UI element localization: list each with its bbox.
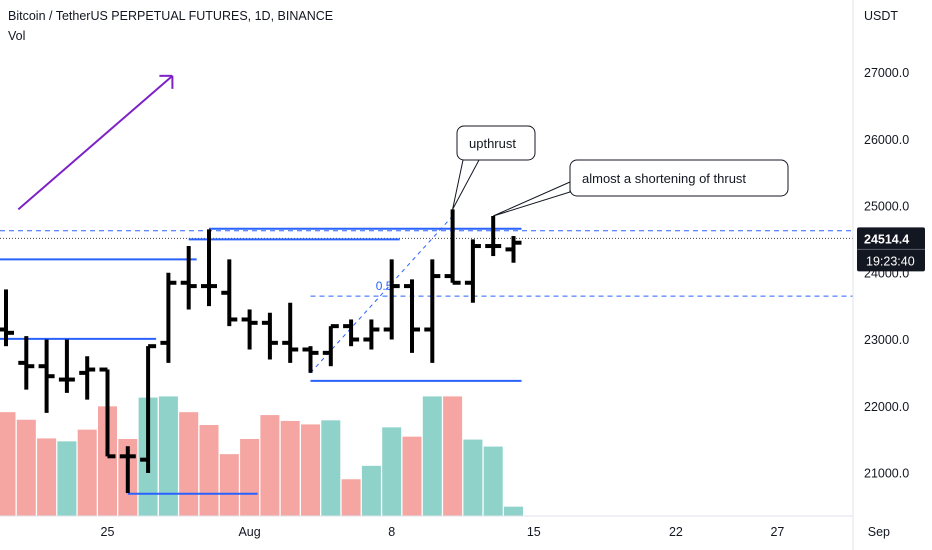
- ohlc-bar[interactable]: [38, 339, 55, 413]
- ohlc-bar[interactable]: [99, 367, 116, 459]
- ohlc-bar[interactable]: [282, 302, 299, 363]
- ohlc-bar[interactable]: [464, 239, 481, 303]
- ohlc-bar[interactable]: [444, 209, 461, 285]
- volume-bar: [37, 438, 57, 516]
- time-tick-label: 8: [388, 525, 395, 539]
- drawing-layer: 0.5: [0, 215, 853, 495]
- ohlc-bar[interactable]: [343, 319, 360, 347]
- ohlc-bar[interactable]: [18, 336, 35, 390]
- ohlc-bar[interactable]: [119, 446, 136, 494]
- volume-bar: [504, 506, 523, 516]
- trend-arrow[interactable]: [17, 74, 174, 211]
- ohlc-bars-layer: [0, 209, 522, 494]
- volume-bar: [199, 425, 219, 516]
- fib-level-label: 0.5: [376, 279, 393, 293]
- ohlc-bar[interactable]: [201, 229, 217, 307]
- callout[interactable]: upthrust: [452, 125, 536, 210]
- time-axis[interactable]: 25 Aug 8 15 22 27 Sep: [101, 525, 891, 539]
- volume-indicator-label[interactable]: Vol: [8, 29, 26, 43]
- ohlc-bar[interactable]: [383, 259, 400, 340]
- ohlc-bar[interactable]: [58, 339, 75, 393]
- time-tick-label: 22: [669, 525, 683, 539]
- ohlc-bar[interactable]: [180, 246, 197, 310]
- volume-bar: [16, 419, 36, 516]
- volume-bar: [260, 415, 280, 516]
- price-tick-label: 21000.0: [864, 467, 909, 481]
- time-tick-label: Aug: [238, 525, 260, 539]
- time-tick-label: 15: [527, 525, 541, 539]
- price-tick-label: 22000.0: [864, 400, 909, 414]
- volume-bar: [422, 396, 442, 516]
- volume-bar: [158, 396, 178, 516]
- ohlc-bar[interactable]: [485, 216, 502, 257]
- volume-bar: [402, 436, 422, 516]
- volume-bar: [301, 424, 320, 516]
- volume-bar: [240, 439, 260, 516]
- ohlc-bar[interactable]: [160, 272, 177, 363]
- fib-trend-line[interactable]: [310, 215, 453, 374]
- callout[interactable]: almost a shortening of thrust: [492, 159, 789, 217]
- ohlc-bar[interactable]: [221, 259, 238, 327]
- volume-bar: [280, 420, 300, 516]
- callout-text: almost a shortening of thrust: [582, 171, 746, 186]
- ohlc-bar[interactable]: [404, 279, 420, 353]
- ohlc-bar[interactable]: [302, 346, 319, 373]
- time-tick-label: 25: [101, 525, 115, 539]
- volume-bar: [179, 412, 199, 516]
- ohlc-bar[interactable]: [322, 324, 339, 367]
- currency-label: USDT: [864, 9, 899, 23]
- ohlc-bar[interactable]: [79, 356, 96, 400]
- time-tick-label: 27: [770, 525, 784, 539]
- current-price-value: 24514.4: [864, 232, 909, 246]
- price-tick-label: 26000.0: [864, 133, 909, 147]
- ohlc-bar[interactable]: [140, 344, 157, 473]
- volume-bar: [77, 429, 97, 516]
- volume-bar: [443, 396, 463, 516]
- ohlc-bar[interactable]: [363, 319, 380, 350]
- volume-layer: [0, 396, 523, 516]
- volume-bar: [57, 441, 77, 516]
- price-tick-label: 25000.0: [864, 200, 909, 214]
- volume-bar: [483, 446, 503, 516]
- time-tick-label: Sep: [868, 525, 890, 539]
- current-price-badge: 24514.4 19:23:40: [857, 227, 925, 272]
- volume-bar: [361, 465, 381, 516]
- ohlc-bar[interactable]: [424, 259, 441, 363]
- bar-countdown: 19:23:40: [866, 254, 915, 268]
- callout-text: upthrust: [469, 136, 516, 151]
- ohlc-bar[interactable]: [505, 236, 522, 263]
- volume-bar: [341, 479, 361, 516]
- price-axis[interactable]: 27000.026000.025000.024000.023000.022000…: [857, 66, 925, 481]
- volume-bar: [0, 412, 16, 516]
- volume-bar: [463, 439, 483, 516]
- ohlc-bar[interactable]: [241, 309, 258, 350]
- volume-bar: [321, 420, 341, 516]
- volume-bar: [382, 427, 402, 516]
- symbol-title[interactable]: Bitcoin / TetherUS PERPETUAL FUTURES, 1D…: [8, 9, 334, 23]
- annotation-layer: upthrust almost a shortening of thrust: [17, 74, 789, 217]
- volume-bar: [98, 406, 117, 516]
- price-tick-label: 27000.0: [864, 66, 909, 80]
- volume-bar: [219, 454, 239, 516]
- ohlc-bar[interactable]: [0, 289, 14, 347]
- ohlc-bar[interactable]: [261, 312, 278, 360]
- price-tick-label: 23000.0: [864, 333, 909, 347]
